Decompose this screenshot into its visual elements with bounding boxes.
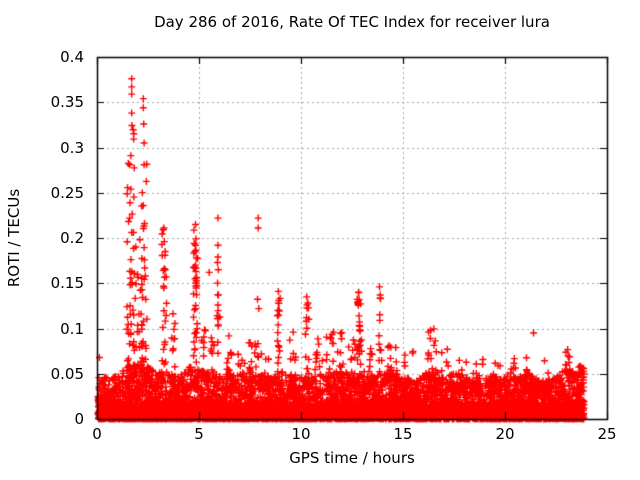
x-tick-label: 5 bbox=[194, 425, 204, 443]
y-tick-label: 0.1 bbox=[60, 319, 84, 338]
y-tick-label: 0.25 bbox=[50, 183, 84, 202]
x-tick-label: 0 bbox=[92, 425, 102, 443]
y-tick-label: 0.35 bbox=[50, 93, 84, 112]
y-tick-label: 0 bbox=[74, 410, 84, 428]
y-tick-label: 0.05 bbox=[50, 364, 84, 383]
x-tick-label: 25 bbox=[597, 425, 617, 443]
y-tick-label: 0.15 bbox=[50, 274, 84, 293]
chart-title: Day 286 of 2016, Rate Of TEC Index for r… bbox=[154, 13, 550, 31]
y-tick-label: 0.2 bbox=[60, 229, 84, 247]
y-tick-label: 0.4 bbox=[60, 48, 84, 66]
x-axis-label: GPS time / hours bbox=[289, 449, 415, 467]
x-tick-label: 10 bbox=[291, 425, 311, 443]
y-tick-label: 0.3 bbox=[60, 138, 84, 157]
x-tick-label: 20 bbox=[495, 425, 515, 443]
x-tick-label: 15 bbox=[393, 425, 413, 443]
